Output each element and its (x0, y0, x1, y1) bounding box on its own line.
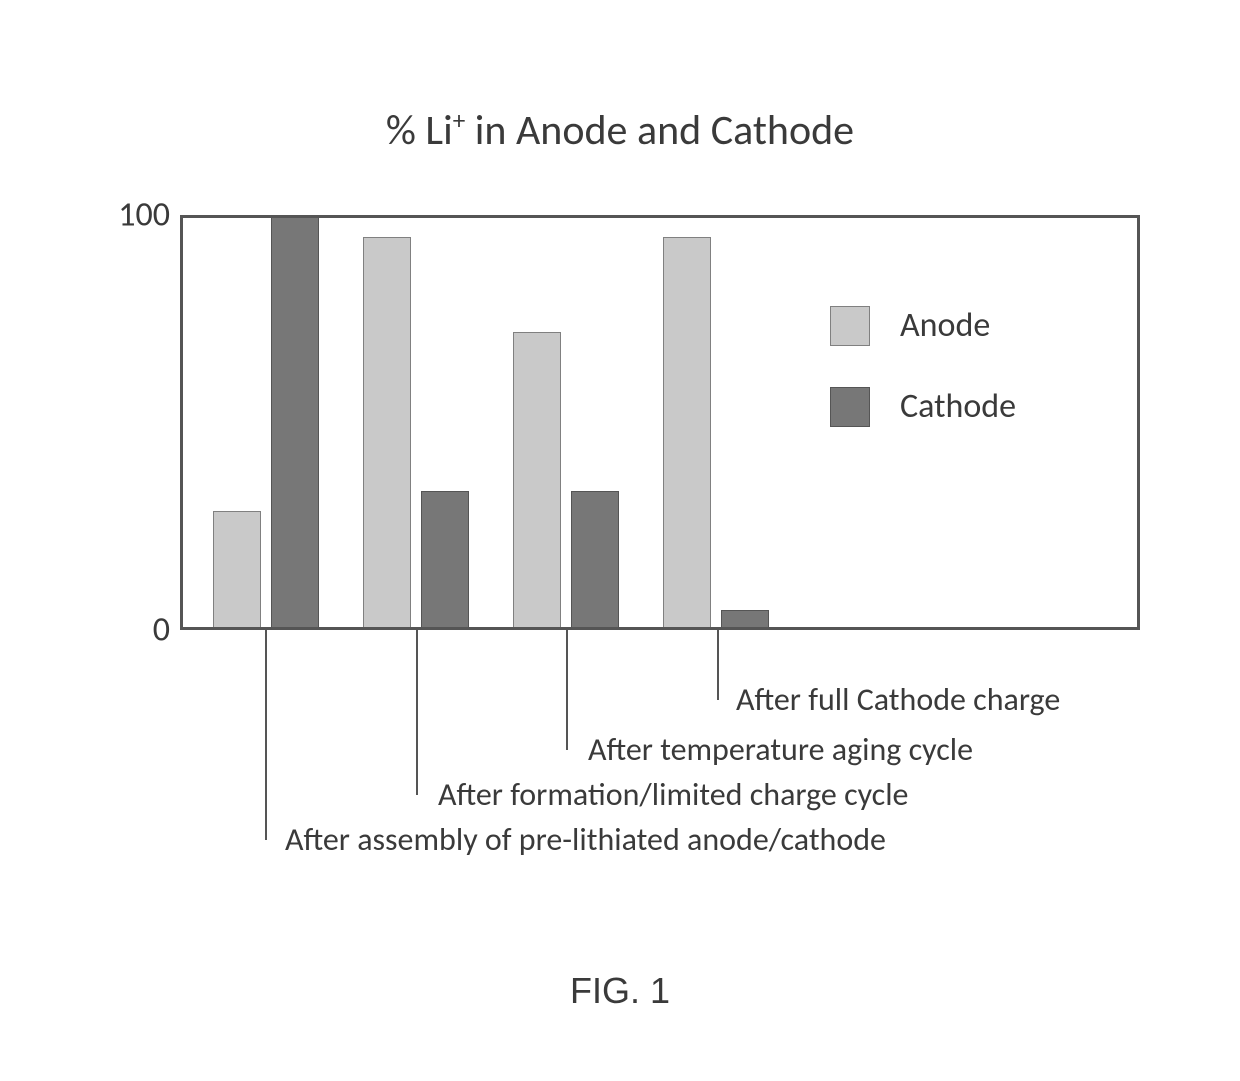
cathode-bar (271, 217, 319, 627)
anode-bar (663, 237, 711, 627)
y-tick-label: 100 (118, 195, 170, 236)
category-label: After temperature aging cycle (588, 730, 973, 769)
cathode-bar (721, 610, 769, 627)
anode-bar (213, 511, 261, 627)
category-label: After formation/limited charge cycle (438, 775, 908, 814)
chart-title-suffix: in Anode and Cathode (465, 105, 854, 156)
anode-bar (363, 237, 411, 627)
chart-title-prefix: % Li (386, 105, 453, 156)
cathode-bar (571, 491, 619, 627)
cathode-bar (421, 491, 469, 627)
legend-swatch-anode (830, 306, 870, 346)
chart-title: % Li+ in Anode and Cathode (0, 105, 1240, 156)
category-label: After assembly of pre-lithiated anode/ca… (285, 820, 886, 859)
leader-line (566, 630, 568, 750)
legend-row: Anode (830, 305, 1016, 346)
category-label: After full Cathode charge (736, 680, 1060, 719)
leader-line (265, 630, 267, 840)
leader-line (416, 630, 418, 795)
legend-label-cathode: Cathode (900, 386, 1016, 427)
legend-row: Cathode (830, 386, 1016, 427)
legend-label-anode: Anode (900, 305, 990, 346)
figure-caption: FIG. 1 (0, 970, 1240, 1012)
anode-bar (513, 332, 561, 627)
page: % Li+ in Anode and Cathode 0 100 Anode Cat… (0, 0, 1240, 1081)
chart-title-sup: + (453, 105, 466, 136)
y-tick-label: 0 (153, 610, 170, 651)
legend: Anode Cathode (830, 305, 1016, 467)
leader-line (717, 630, 719, 700)
legend-swatch-cathode (830, 387, 870, 427)
